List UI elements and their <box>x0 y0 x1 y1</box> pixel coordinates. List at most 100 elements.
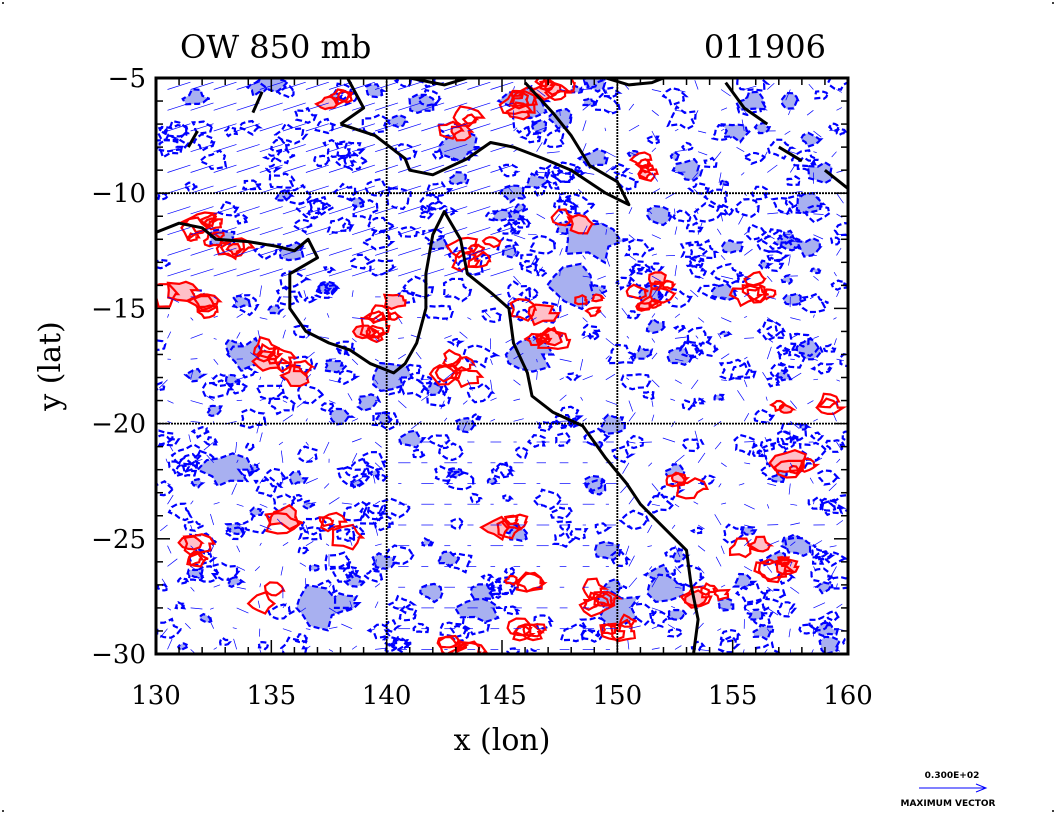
wind-vector <box>259 227 283 236</box>
wind-vector <box>305 456 314 464</box>
wind-vector <box>721 502 727 505</box>
positive-contour <box>609 618 637 643</box>
negative-contour <box>419 582 445 604</box>
wind-vector <box>743 231 748 235</box>
wind-vector <box>836 89 842 93</box>
positive-contour <box>319 511 348 533</box>
wind-vector <box>674 358 684 362</box>
positive-contour <box>728 537 760 559</box>
wind-vector <box>764 151 768 156</box>
negative-contour <box>181 88 211 106</box>
wind-vector <box>513 207 525 215</box>
negative-contour <box>532 183 548 197</box>
negative-contour <box>718 358 751 381</box>
positive-contour <box>503 574 519 587</box>
wind-vector <box>236 503 244 507</box>
wind-vector <box>628 255 637 261</box>
wind-vector <box>744 524 756 529</box>
y-tick-label: −30 <box>91 640 146 670</box>
negative-contour <box>425 434 453 448</box>
negative-contour <box>302 499 316 511</box>
negative-contour <box>733 433 758 456</box>
wind-vector <box>233 638 238 650</box>
negative-contour <box>510 228 521 235</box>
negative-contour <box>794 236 823 258</box>
negative-contour <box>531 488 564 511</box>
negative-contour <box>718 329 733 338</box>
wind-vector <box>280 450 284 463</box>
wind-vector <box>836 441 841 449</box>
wind-vector <box>282 400 288 403</box>
wind-vector <box>444 144 468 153</box>
wind-vector <box>328 81 353 90</box>
negative-contour <box>814 90 832 100</box>
wind-vector <box>305 227 329 236</box>
wind-vector <box>190 227 214 236</box>
wind-vector <box>167 144 191 153</box>
wind-vector <box>351 438 362 443</box>
x-tick-label: 135 <box>247 681 297 711</box>
negative-contour <box>342 500 371 522</box>
positive-contour <box>523 332 544 347</box>
y-tick-label: −5 <box>108 64 146 94</box>
wind-vector <box>686 353 699 360</box>
negative-contour <box>781 292 807 306</box>
wind-vector <box>582 317 588 323</box>
wind-vector <box>628 601 639 609</box>
wind-vector <box>582 120 587 132</box>
wind-vector <box>605 355 610 360</box>
wind-vector <box>813 498 816 505</box>
wind-vector <box>213 338 217 340</box>
positive-contour <box>757 558 788 581</box>
positive-contour <box>192 295 218 311</box>
wind-vector <box>259 649 262 654</box>
negative-contour <box>679 340 706 359</box>
negative-contour <box>711 124 736 142</box>
wind-vector <box>213 206 237 215</box>
negative-contour <box>594 92 622 115</box>
wind-vector <box>280 566 284 576</box>
wind-vector <box>490 358 493 365</box>
positive-contour <box>628 151 653 169</box>
negative-contour <box>361 568 384 583</box>
wind-vector <box>622 462 630 474</box>
wind-vector <box>720 317 732 323</box>
wind-vector <box>602 417 607 422</box>
coastline-segment <box>156 210 700 654</box>
wind-vector <box>211 377 214 381</box>
wind-vector <box>351 418 359 422</box>
wind-vector <box>674 379 682 384</box>
wind-vector <box>190 545 194 549</box>
negative-contour <box>356 393 382 412</box>
chart-title: OW 850 mb <box>180 28 371 66</box>
wind-vector <box>651 576 659 588</box>
negative-contour <box>242 511 276 535</box>
positive-contour <box>318 516 335 528</box>
negative-contour <box>798 441 830 462</box>
wind-vector <box>484 311 491 318</box>
negative-contour <box>548 181 560 191</box>
wind-vector <box>282 628 292 632</box>
wind-vector <box>599 289 607 298</box>
wind-vector <box>582 418 587 422</box>
y-tick-label: −20 <box>91 410 146 440</box>
negative-contour <box>157 126 168 135</box>
wind-vector <box>167 296 180 303</box>
wind-vector <box>305 144 329 153</box>
negative-contour <box>751 449 764 458</box>
wind-vector <box>559 110 561 116</box>
negative-contour <box>729 360 757 380</box>
wind-vector <box>674 454 685 464</box>
wind-vector <box>259 542 262 546</box>
negative-contour <box>795 192 827 214</box>
wind-vector <box>398 227 422 236</box>
wind-vector <box>790 164 796 173</box>
wind-vector <box>282 144 306 153</box>
negative-contour <box>361 113 389 137</box>
wind-vector <box>328 296 333 299</box>
x-tick-label: 160 <box>823 681 873 711</box>
wind-vector <box>698 255 706 257</box>
negative-contour <box>343 574 368 588</box>
wind-vector <box>213 358 219 365</box>
wind-vector <box>467 268 491 277</box>
